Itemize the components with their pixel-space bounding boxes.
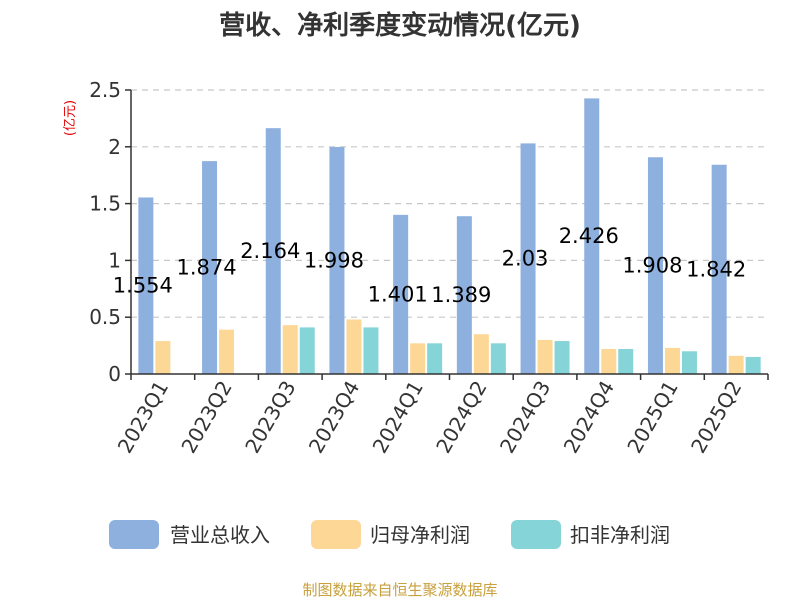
data-label: 1.908 [622,254,682,278]
data-label: 1.842 [686,257,746,281]
y-ticks: 0 0.5 1 1.5 2 2.5 [89,78,121,386]
bar-2 [728,355,744,374]
x-ticks: 2023Q1 2023Q2 2023Q3 2023Q4 2024Q1 2024Q2 2024… [113,377,747,458]
x-tick-label: 2024Q3 [495,377,555,458]
bars [138,98,761,374]
data-label: 2.164 [240,239,300,263]
bar-2 [601,349,617,374]
x-tick-label: 2023Q2 [176,377,236,458]
legend-swatch [311,520,361,549]
x-tick-label: 2025Q2 [686,377,746,458]
legend-label: 营业总收入 [170,523,270,547]
bar-1 [393,214,409,374]
x-tick-label: 2025Q1 [622,377,682,458]
bar-3 [363,327,379,374]
bar-2 [537,339,553,374]
bar-2 [664,347,680,374]
bar-1 [647,157,663,374]
bar-3 [745,356,761,374]
bar-3 [490,343,506,374]
source-note: 制图数据来自恒生聚源数据库 [302,581,497,599]
bar-2 [282,325,298,374]
bar-1 [584,98,600,374]
y-tick-label: 1.5 [89,192,121,216]
legend-label: 扣非净利润 [570,523,670,547]
bar-1 [711,164,727,374]
bar-3 [554,341,570,374]
bar-1 [520,143,536,374]
x-tick-label: 2024Q4 [559,377,619,458]
bar-1 [265,128,281,374]
legend: 营业总收入 归母净利润 扣非净利润 [109,520,670,549]
bar-2 [346,319,362,374]
data-label: 1.874 [176,256,236,280]
x-tick-label: 2023Q4 [304,377,364,458]
chart-title: 营收、净利季度变动情况(亿元) [219,10,581,41]
x-tick-label: 2023Q3 [240,377,300,458]
bar-3 [681,351,697,374]
legend-swatch [511,520,561,549]
data-label: 1.998 [304,249,364,273]
bar-3 [299,327,315,374]
data-label: 1.401 [368,282,428,306]
bar-1 [138,197,154,374]
y-axis-label: (亿元) [63,100,78,136]
x-tick-label: 2023Q1 [113,377,173,458]
bar-2 [410,343,426,374]
x-tick-label: 2024Q1 [368,377,428,458]
bar-2 [155,341,171,374]
legend-label: 归母净利润 [370,523,470,547]
data-label: 2.426 [559,224,619,248]
bar-1 [329,147,345,374]
y-tick-label: 0 [108,362,121,386]
bar-3 [618,349,634,374]
bar-3 [427,343,443,374]
data-label: 1.389 [431,283,491,307]
x-tick-label: 2024Q2 [431,377,491,458]
bar-2 [219,329,235,374]
bar-1 [456,216,472,374]
axes [125,89,769,380]
legend-swatch [109,520,159,549]
bar-2 [473,334,489,374]
y-tick-label: 2 [108,135,121,159]
y-tick-label: 1 [108,248,121,272]
y-tick-label: 0.5 [89,305,121,329]
data-label: 1.554 [113,274,173,298]
y-tick-label: 2.5 [89,78,121,102]
bar-1 [202,161,218,374]
data-label: 2.03 [502,247,549,271]
